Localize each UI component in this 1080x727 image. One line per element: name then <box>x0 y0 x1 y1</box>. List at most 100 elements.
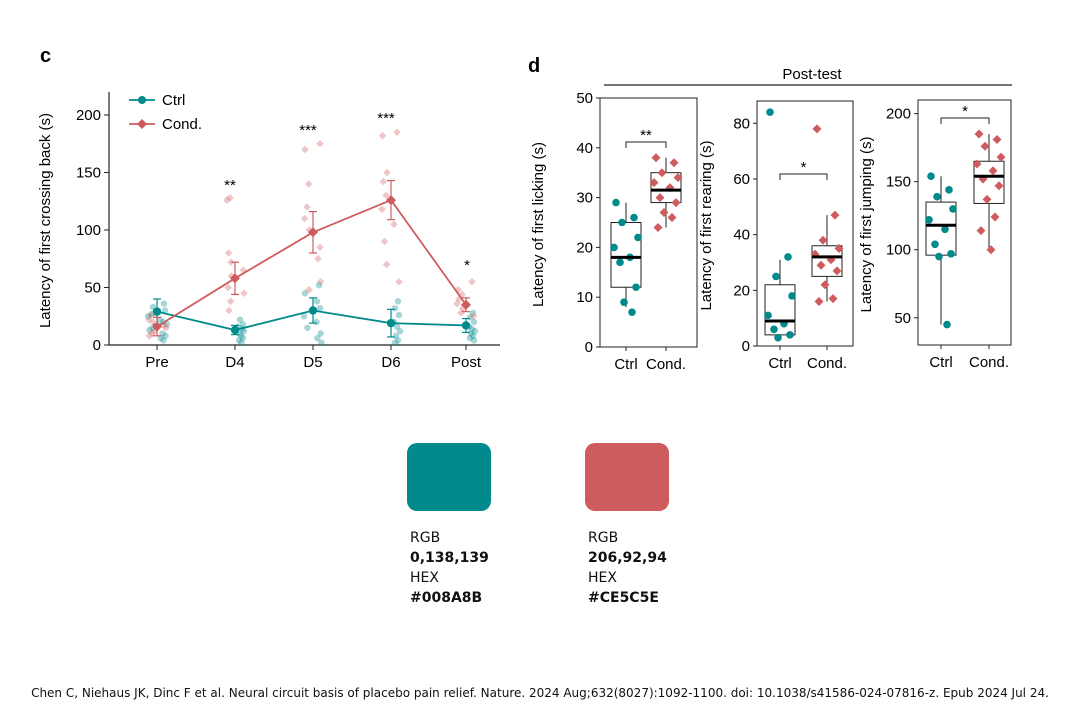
data-point-cond-individual <box>316 139 324 148</box>
data-point-cond <box>972 159 982 169</box>
mean-marker-ctrl <box>461 321 471 330</box>
data-point-cond-individual <box>395 277 403 286</box>
data-point-ctrl <box>786 331 794 339</box>
data-point-cond-individual <box>226 297 235 306</box>
mean-marker-ctrl <box>308 306 318 315</box>
data-point-ctrl <box>925 215 933 224</box>
data-point-cond <box>980 141 990 151</box>
x-tick-label-jumping: Ctrl <box>929 354 952 371</box>
data-point-ctrl-individual <box>393 323 401 330</box>
data-point-ctrl-individual <box>317 330 324 337</box>
cond-hex-label: HEX <box>588 570 617 586</box>
ctrl-hex-value: #008A8B <box>410 590 483 606</box>
data-point-ctrl <box>618 218 626 227</box>
data-point-cond <box>986 245 996 255</box>
data-point-ctrl-individual <box>314 334 321 342</box>
legend-marker-ctrl <box>138 96 146 104</box>
data-point-cond-individual <box>459 304 467 312</box>
data-point-cond-individual <box>393 128 401 137</box>
data-point-ctrl-individual <box>304 324 311 331</box>
y-tick-label-rearing: 0 <box>742 338 750 355</box>
data-point-cond-individual <box>316 277 325 286</box>
data-point-ctrl-individual <box>163 321 171 328</box>
cond-rgb-value: 206,92,94 <box>588 550 667 566</box>
data-point-ctrl-individual <box>315 282 323 289</box>
data-point-ctrl <box>764 311 772 320</box>
data-point-cond-individual <box>147 311 155 319</box>
data-point-ctrl <box>943 320 951 329</box>
data-point-cond-individual <box>225 306 233 315</box>
data-point-cond <box>671 198 681 208</box>
data-point-cond <box>982 194 992 204</box>
significance-bracket-rearing <box>779 173 828 180</box>
legend-label-ctrl: Ctrl <box>162 92 185 109</box>
data-point-ctrl <box>620 298 628 306</box>
ctrl-rgb-value: 0,138,139 <box>410 550 489 566</box>
cond-rgb-label: RGB <box>588 530 619 546</box>
data-point-ctrl <box>933 192 941 201</box>
data-point-ctrl <box>774 333 782 342</box>
cond-color-swatch <box>585 443 669 511</box>
x-tick-label-c: D5 <box>303 354 322 371</box>
data-point-cond <box>828 294 838 304</box>
cond-color-info: RGB 206,92,94 HEX #CE5C5E <box>588 528 667 608</box>
data-point-ctrl-individual <box>146 326 153 334</box>
x-tick-label-c: D4 <box>225 354 244 371</box>
data-point-ctrl-individual <box>161 307 169 314</box>
data-point-ctrl <box>630 213 638 222</box>
significance-marker-jumping: * <box>962 103 968 120</box>
data-point-cond <box>820 280 830 290</box>
data-point-cond-individual <box>379 177 388 186</box>
legend-label-cond: Cond. <box>162 116 202 133</box>
data-point-cond <box>974 129 984 139</box>
data-point-ctrl-individual <box>240 328 248 335</box>
data-point-cond <box>653 222 663 232</box>
x-tick-label-licking: Cond. <box>646 356 686 373</box>
data-point-ctrl <box>941 225 949 234</box>
data-point-ctrl-individual <box>313 298 321 305</box>
data-point-cond-individual <box>239 266 248 275</box>
x-tick-label-rearing: Ctrl <box>768 355 791 372</box>
data-point-cond <box>832 266 842 276</box>
data-point-cond-individual <box>453 299 461 308</box>
data-point-cond <box>818 235 828 245</box>
y-tick-label-c: 50 <box>84 280 101 297</box>
data-point-ctrl <box>949 205 957 213</box>
data-point-cond-individual <box>380 237 389 246</box>
data-point-cond-individual <box>454 286 462 294</box>
significance-marker-c: *** <box>377 110 395 127</box>
panel-label-d: d <box>528 55 540 77</box>
data-point-ctrl <box>610 243 618 252</box>
data-point-ctrl <box>612 198 620 207</box>
data-point-ctrl-individual <box>238 339 245 346</box>
significance-marker-c: *** <box>299 122 317 139</box>
y-tick-label-licking: 40 <box>576 140 593 157</box>
data-point-cond <box>649 178 659 188</box>
ctrl-color-info: RGB 0,138,139 HEX #008A8B <box>410 528 489 608</box>
data-point-cond-individual <box>390 220 398 229</box>
data-point-ctrl-individual <box>160 300 168 307</box>
y-tick-label-jumping: 100 <box>886 242 911 259</box>
data-point-cond <box>669 158 679 168</box>
y-tick-label-rearing: 20 <box>733 282 750 299</box>
significance-marker-rearing: * <box>801 159 807 176</box>
data-point-ctrl-individual <box>237 332 245 339</box>
data-point-cond-individual <box>160 321 168 330</box>
data-point-ctrl-individual <box>470 318 478 326</box>
data-point-cond <box>990 212 1000 222</box>
data-point-ctrl-individual <box>300 313 308 320</box>
y-axis-label-rearing: Latency of first rearing (s) <box>698 140 715 310</box>
data-point-cond <box>976 226 986 236</box>
y-axis-label-licking: Latency of first licking (s) <box>530 142 547 307</box>
data-point-ctrl <box>935 252 943 261</box>
mean-marker-ctrl <box>152 307 162 316</box>
y-tick-label-jumping: 50 <box>894 310 911 327</box>
data-point-cond-individual <box>468 277 476 286</box>
data-point-cond-individual <box>162 323 170 332</box>
ctrl-color-swatch <box>407 443 491 511</box>
data-point-cond <box>814 296 824 306</box>
data-point-cond-individual <box>314 254 322 263</box>
data-point-cond-individual <box>223 196 231 204</box>
box-ctrl <box>925 201 957 256</box>
